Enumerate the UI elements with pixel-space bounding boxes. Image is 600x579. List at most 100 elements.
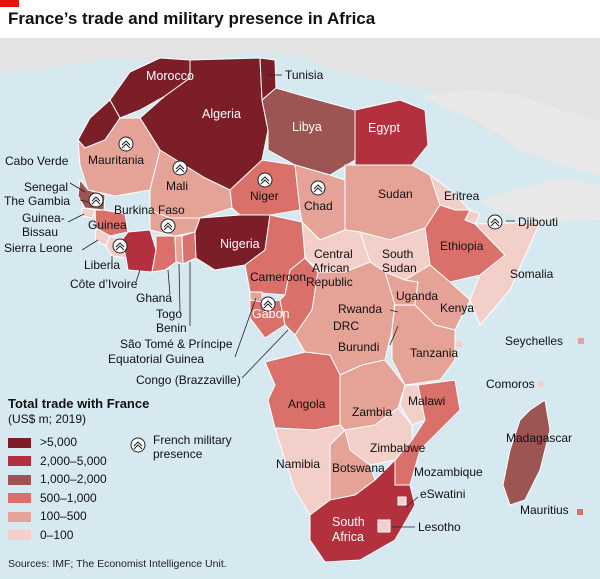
country-cote-divoire (121, 229, 157, 273)
legend-row: >5,000 (8, 435, 78, 449)
label-namibia: Namibia (276, 457, 320, 471)
label-lesotho: Lesotho (418, 520, 461, 534)
label-togo: Togo (156, 307, 182, 321)
legend-swatch (8, 511, 31, 522)
label-madagascar: Madagascar (506, 431, 572, 445)
label-libya: Libya (292, 120, 322, 134)
label-burundi: Burundi (338, 340, 379, 354)
legend-label: 2,000–5,000 (40, 453, 107, 468)
legend-swatch (8, 493, 31, 504)
label-tanzania: Tanzania (410, 346, 458, 360)
label-nigeria: Nigeria (220, 237, 260, 251)
military-icon (130, 437, 146, 453)
label-morocco: Morocco (146, 69, 194, 83)
legend-label: 1,000–2,000 (40, 472, 107, 486)
leader-lines (67, 74, 515, 528)
legend-swatch (8, 474, 31, 485)
country-benin (181, 231, 197, 265)
label-car-3: Republic (306, 275, 353, 289)
source-note: Sources: IMF; The Economist Intelligence… (8, 558, 227, 570)
label-zambia: Zambia (352, 405, 392, 419)
legend-row: 100–500 (8, 509, 87, 523)
label-mali: Mali (166, 179, 188, 193)
legend-swatch (8, 456, 31, 467)
middle-east-land (420, 90, 600, 175)
label-niger: Niger (250, 189, 279, 203)
label-liberia: Liberia (84, 258, 120, 272)
arabia-land (480, 178, 600, 222)
label-cote-divoire: Côte d’Ivoire (70, 277, 138, 291)
military-icon-mauritania (118, 136, 134, 152)
label-senegal: Senegal (24, 180, 68, 194)
label-comoros: Comoros (486, 377, 535, 391)
military-icon-mali (172, 160, 188, 176)
legend-unit: (US$ m; 2019) (8, 412, 87, 426)
label-djibouti: Djibouti (518, 215, 558, 229)
label-seychelles: Seychelles (505, 334, 563, 348)
label-car-2: African (312, 261, 349, 275)
label-guinea-bissau-2: Bissau (22, 225, 58, 239)
legend-title: Total trade with France (8, 396, 150, 411)
label-congo: Congo (Brazzaville) (136, 373, 241, 387)
legend-row: 1,000–2,000 (8, 472, 107, 486)
label-egypt: Egypt (368, 121, 400, 135)
legend-label: 100–500 (40, 509, 87, 523)
label-sierra-leone: Sierra Leone (4, 241, 73, 255)
label-south-africa-1: South (332, 515, 365, 529)
label-sudan: Sudan (378, 187, 413, 201)
label-chad: Chad (304, 199, 333, 213)
country-guinea-bissau (81, 207, 96, 219)
military-icon-cote-divoire (112, 238, 128, 254)
label-algeria: Algeria (202, 107, 241, 121)
label-equatorial-guinea: Equatorial Guinea (108, 352, 204, 366)
seychelles-swatch (578, 338, 584, 344)
military-icon-senegal (88, 192, 104, 208)
label-eritrea: Eritrea (444, 189, 480, 203)
legend-label: 0–100 (40, 527, 74, 542)
label-ghana: Ghana (136, 291, 172, 305)
legend-row: 500–1,000 (8, 490, 97, 505)
label-guinea-bissau-1: Guinea- (22, 211, 65, 225)
country-labels: Morocco Tunisia Algeria Libya Egypt Cabo… (4, 68, 572, 544)
label-south-sudan-2: Sudan (382, 261, 417, 275)
label-kenya: Kenya (440, 301, 474, 315)
label-mozambique: Mozambique (414, 465, 483, 479)
country-tanzania (391, 304, 456, 386)
label-south-sudan-1: South (382, 247, 413, 261)
label-cameroon: Cameroon (250, 270, 306, 284)
europe-land (0, 38, 600, 175)
legend-row: 2,000–5,000 (8, 453, 107, 468)
military-icon-gabon (260, 296, 276, 312)
label-tunisia: Tunisia (285, 68, 324, 82)
label-somalia: Somalia (510, 267, 554, 281)
comoros-swatch (538, 381, 544, 387)
label-car-1: Central (314, 247, 353, 261)
legend-label: >5,000 (40, 435, 78, 449)
label-burkina-faso: Burkina Faso (114, 203, 185, 217)
label-angola: Angola (288, 397, 326, 411)
label-eswatini: eSwatini (420, 487, 465, 501)
country-lesotho (377, 519, 391, 533)
country-angola (264, 351, 341, 431)
military-icon-burkina-faso (160, 218, 176, 234)
label-malawi: Malawi (408, 394, 445, 408)
label-botswana: Botswana (332, 461, 385, 475)
label-mauritania: Mauritania (88, 153, 144, 167)
brand-tag (0, 0, 19, 7)
legend-swatch (8, 530, 31, 541)
label-ethiopia: Ethiopia (440, 239, 484, 253)
country-somalia (469, 221, 541, 326)
country-libya (261, 87, 356, 176)
label-mauritius: Mauritius (520, 503, 569, 517)
page-title: France’s trade and military presence in … (8, 9, 376, 28)
label-benin: Benin (156, 321, 187, 335)
label-south-africa-2: Africa (332, 530, 364, 544)
label-uganda: Uganda (396, 289, 438, 303)
country-eswatini (397, 496, 407, 506)
military-icons (88, 136, 503, 312)
country-south-africa (309, 458, 416, 563)
country-malawi (399, 384, 426, 426)
legend-label: 500–1,000 (40, 490, 97, 505)
country-madagascar (502, 399, 551, 506)
